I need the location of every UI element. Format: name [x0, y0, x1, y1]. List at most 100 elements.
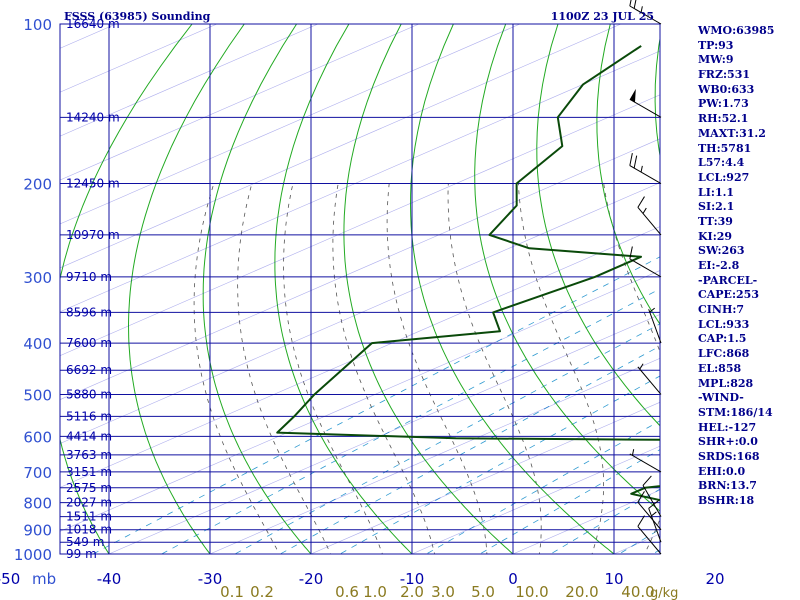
- height-label: 5880 m: [66, 387, 112, 401]
- height-label: 549 m: [66, 535, 104, 549]
- mixing-ratio-line: [425, 420, 660, 554]
- pressure-label: 500: [23, 386, 52, 404]
- wind-barbs: [629, 0, 662, 555]
- index-line: CAPE:253: [698, 288, 759, 302]
- index-line: L57:4.4: [698, 156, 745, 170]
- index-line: TT:39: [698, 214, 733, 228]
- index-line: SHR+:0.0: [698, 435, 758, 449]
- index-line: EHI:0.0: [698, 464, 746, 478]
- height-label: 12450 m: [66, 177, 120, 191]
- height-labels: 16640 m 14240 m 12450 m 10970 m 9710 m 8596 m…: [66, 17, 120, 561]
- isotherm-line: [108, 314, 660, 554]
- index-line: LCL:933: [698, 317, 750, 331]
- moist-adiabats: [193, 183, 660, 554]
- temperature-tick-label: -40: [97, 570, 122, 588]
- isotherm-line: [411, 445, 660, 554]
- moist-adiabat-line: [193, 183, 280, 554]
- pressure-label: 700: [23, 464, 52, 482]
- moist-adiabat-line: [603, 183, 660, 554]
- mixing-ratio-label: 5.0: [471, 583, 495, 600]
- isotherm-line: [60, 24, 521, 225]
- temperature-tick-label: 20: [705, 570, 724, 588]
- isotherm-line: [60, 138, 660, 400]
- isotherm-line: [60, 24, 622, 269]
- pressure-grid: [59, 23, 661, 555]
- index-line: LCL:927: [698, 170, 750, 184]
- mixing-ratio-label: 2.0: [400, 583, 424, 600]
- index-line: MPL:828: [698, 376, 754, 390]
- observation-time: 1100Z 23 JUL 25: [551, 10, 654, 23]
- height-label: 8596 m: [66, 305, 112, 319]
- temperature-tick-label: -10: [400, 570, 425, 588]
- index-line: SI:2.1: [698, 200, 735, 214]
- wind-barb: [629, 88, 662, 118]
- index-line: SRDS:168: [698, 449, 760, 463]
- height-label: 6692 m: [66, 363, 112, 377]
- index-line: -PARCEL-: [698, 273, 758, 287]
- temperature-tick-label: -50: [0, 570, 20, 588]
- wind-barb: [637, 491, 662, 531]
- temperature-tick-label: -20: [299, 570, 324, 588]
- height-label: 7600 m: [66, 336, 112, 350]
- isotherm-line: [60, 24, 319, 137]
- wind-barb: [648, 500, 662, 543]
- index-line: STM:186/14: [698, 405, 773, 419]
- isotherm-line: [60, 270, 660, 532]
- height-label: 9710 m: [66, 270, 112, 284]
- height-label: 10970 m: [66, 228, 120, 242]
- skewed-isotherms: [60, 24, 660, 554]
- isotherm-line: [60, 94, 660, 357]
- mixing-ratio-label: 3.0: [431, 583, 455, 600]
- height-label: 2027 m: [66, 496, 112, 510]
- index-line: WMO:63985: [698, 24, 775, 37]
- mixing-ratio-label: 0.6: [335, 583, 359, 600]
- temperature-tick-label: -30: [198, 570, 223, 588]
- pressure-label: 800: [23, 495, 52, 513]
- height-label: 16640 m: [66, 17, 120, 31]
- index-line: BRN:13.7: [698, 479, 757, 493]
- temperature-tick-label: 0: [508, 570, 518, 588]
- mixing-ratio-label: 0.1: [220, 583, 244, 600]
- index-line: TP:93: [698, 38, 734, 52]
- index-line: FRZ:531: [698, 68, 751, 82]
- pressure-unit-label: mb: [32, 570, 56, 588]
- moist-adiabat-line: [332, 183, 435, 554]
- index-line: HEL:-127: [698, 420, 757, 434]
- index-line: CINH:7: [698, 303, 745, 317]
- isotherm-line: [60, 226, 660, 488]
- mixing-ratio-unit: g/kg: [650, 586, 678, 600]
- height-label: 5116 m: [66, 409, 112, 423]
- mixing-ratio-label: 40.0: [621, 583, 654, 600]
- mixing-ratio-label: 0.2: [250, 583, 274, 600]
- index-line: WB0:633: [698, 82, 755, 96]
- wind-barb: [642, 475, 662, 517]
- index-line: EL:858: [698, 361, 742, 375]
- height-label: 1511 m: [66, 510, 112, 524]
- index-line: KI:29: [698, 229, 733, 243]
- isotherm-line: [60, 50, 660, 313]
- mixing-ratio-label: 10.0: [515, 583, 548, 600]
- mixing-ratio-line: [160, 288, 660, 554]
- wind-barb: [637, 515, 662, 555]
- station-title: FSSS (63985) Sounding: [64, 10, 211, 23]
- dewpoint-profile: [276, 45, 660, 502]
- wind-barb: [629, 153, 662, 184]
- pressure-label: 600: [23, 428, 52, 446]
- index-line: PW:1.73: [698, 97, 749, 111]
- moist-adiabat-line: [237, 183, 332, 554]
- isotherm-line: [60, 24, 420, 181]
- height-label: 4414 m: [66, 429, 112, 443]
- wind-barb: [629, 0, 662, 25]
- pressure-label: 100: [23, 16, 52, 34]
- pressure-label: 300: [23, 269, 52, 287]
- index-line: LI:1.1: [698, 185, 735, 199]
- mixing-ratio-labels: 0.1 0.2 0.6 1.0 2.0 3.0 5.0 10.0 20.0 40.0g/kg: [220, 583, 678, 600]
- index-line: SW:263: [698, 244, 745, 258]
- height-label: 14240 m: [66, 110, 120, 124]
- mixing-ratio-label: 1.0: [363, 583, 387, 600]
- pressure-label: 200: [23, 176, 52, 194]
- wind-barb: [629, 449, 662, 473]
- pressure-label: 400: [23, 335, 52, 353]
